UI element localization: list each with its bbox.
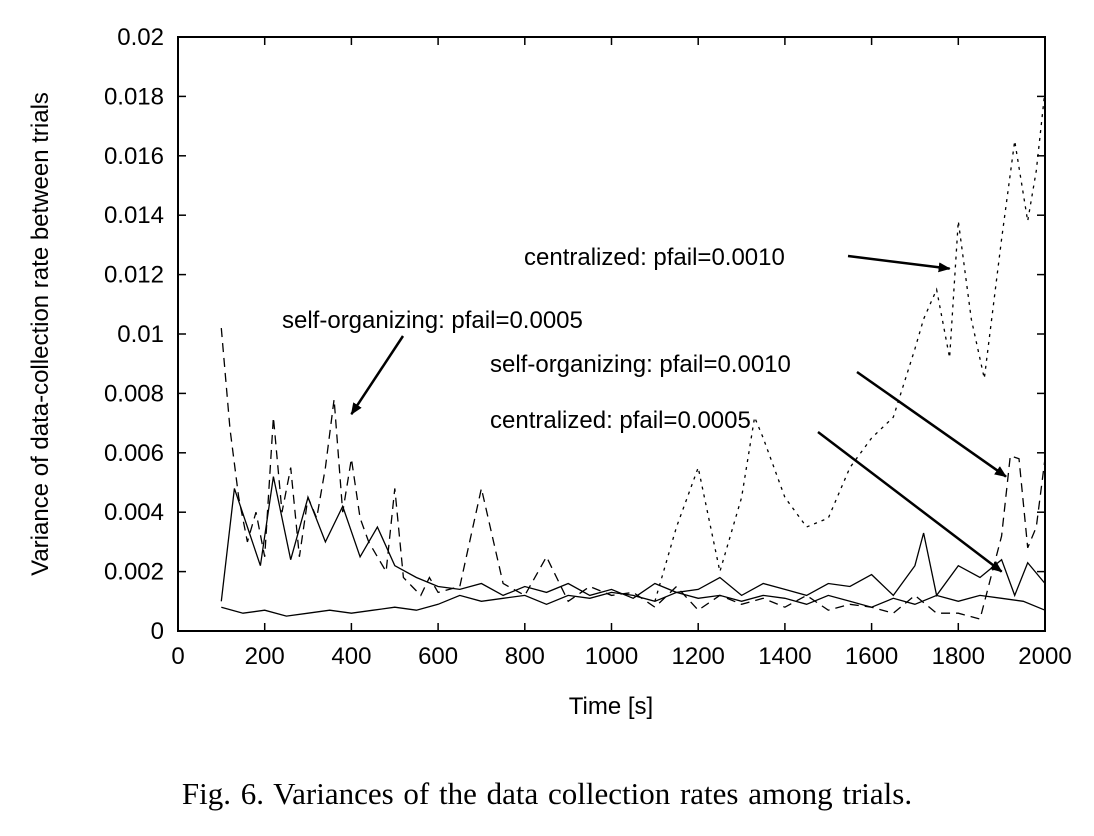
line-chart: 0 200 400 600 800 1000 1200 1400 1600 1800 2000 00… — [27, 24, 1072, 720]
x-tick-label: 0 — [171, 643, 184, 670]
y-tick-label: 0.01 — [117, 321, 164, 348]
annotation-label: centralized: pfail=0.0010 — [524, 244, 785, 271]
x-tick-label: 600 — [418, 643, 458, 670]
y-tick-label: 0.018 — [104, 83, 164, 110]
annotation-arrow — [350, 335, 405, 416]
y-axis-ticks: 0 0.002 0.004 0.006 0.008 0.01 0.012 0.014 0.016… — [104, 24, 1045, 645]
y-tick-label: 0.006 — [104, 440, 164, 467]
y-tick-label: 0.002 — [104, 559, 164, 586]
series-line-4-solid — [220, 476, 1046, 602]
figure-caption: Fig. 6. Variances of the data collection… — [181, 776, 913, 811]
series-line-3-solid — [221, 591, 1046, 617]
series-line-1-dashed — [220, 328, 1046, 620]
annotation-arrow — [817, 431, 1003, 573]
y-tick-label: 0.008 — [104, 380, 164, 407]
series-layer — [220, 90, 1046, 620]
x-tick-label: 1600 — [845, 643, 898, 670]
y-tick-label: 0 — [151, 618, 164, 645]
series-line-2-dotted — [654, 90, 1046, 602]
y-tick-label: 0.012 — [104, 262, 164, 289]
x-tick-label: 1400 — [758, 643, 811, 670]
y-tick-label: 0.02 — [117, 24, 164, 51]
x-tick-label: 800 — [505, 643, 545, 670]
x-tick-label: 1000 — [585, 643, 638, 670]
x-tick-label: 2000 — [1018, 643, 1071, 670]
annotation-label: self-organizing: pfail=0.0010 — [490, 351, 791, 378]
x-tick-label: 1800 — [932, 643, 985, 670]
x-tick-label: 1200 — [672, 643, 725, 670]
annotation-label: centralized: pfail=0.0005 — [490, 407, 751, 434]
x-tick-label: 200 — [245, 643, 285, 670]
x-axis-ticks: 0 200 400 600 800 1000 1200 1400 1600 1800 2000 — [171, 37, 1072, 670]
annotation-arrow — [856, 370, 1007, 478]
annotations: centralized: pfail=0.0010 self-organizing… — [282, 244, 1007, 573]
y-tick-label: 0.016 — [104, 143, 164, 170]
annotation-arrow — [847, 254, 951, 273]
x-axis-label: Time [s] — [569, 693, 653, 720]
plot-frame — [177, 36, 1046, 632]
y-axis-label: Variance of data-collection rate between… — [27, 92, 54, 576]
x-tick-label: 400 — [331, 643, 371, 670]
y-tick-label: 0.014 — [104, 202, 164, 229]
y-tick-label: 0.004 — [104, 499, 164, 526]
annotation-label: self-organizing: pfail=0.0005 — [282, 307, 583, 334]
